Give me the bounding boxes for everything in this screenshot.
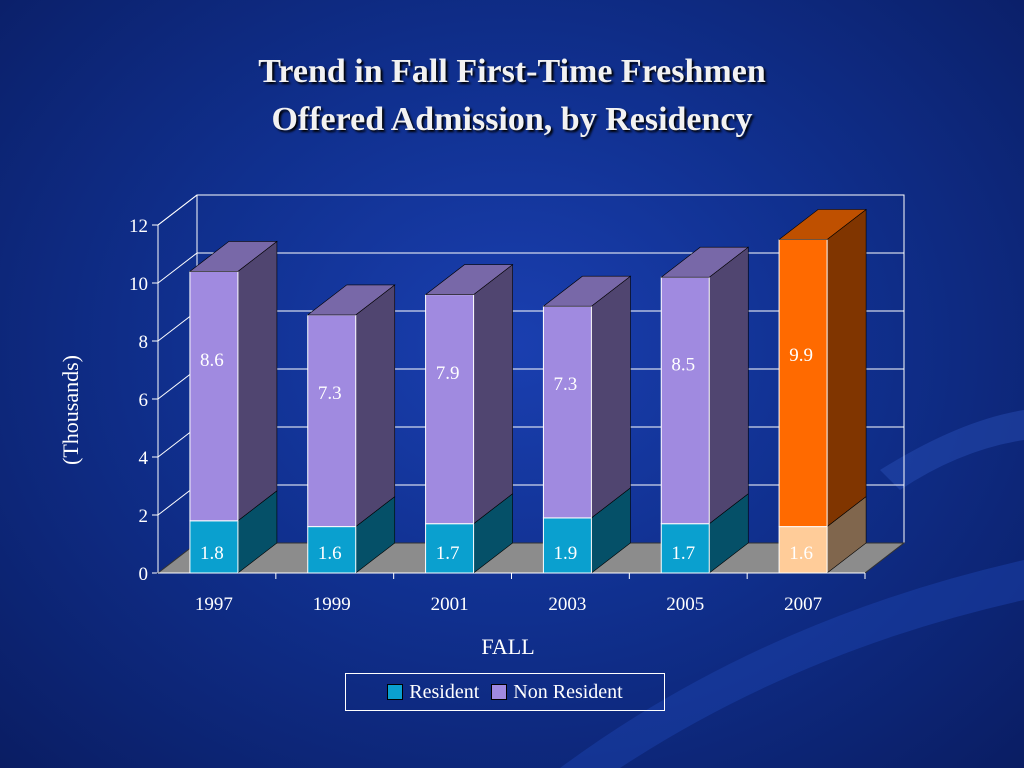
bar-top-1997	[189, 241, 278, 272]
bar-nonresident-2003	[542, 305, 592, 519]
data-label-nonresident-2003: 7.3	[554, 374, 578, 395]
data-label-nonresident-1997: 8.6	[200, 350, 224, 371]
data-label-resident-1999: 1.6	[318, 543, 342, 564]
y-tick-label: 12	[129, 216, 148, 237]
title-line-2: Offered Admission, by Residency	[271, 101, 753, 138]
legend-item-resident: Resident	[387, 681, 479, 704]
legend-label-nonresident: Non Resident	[513, 680, 623, 703]
y-axis-title: (Thousands)	[58, 355, 83, 465]
x-tick-label: 2003	[548, 594, 586, 615]
bar-nonresident-2005	[660, 276, 710, 525]
bar-resident-2005	[660, 523, 710, 574]
data-label-resident-1997: 1.8	[200, 543, 224, 564]
x-tick-label: 2007	[784, 594, 822, 615]
bar-top-2001	[424, 264, 514, 295]
legend-item-nonresident: Non Resident	[491, 680, 623, 704]
data-label-nonresident-2007: 9.9	[789, 345, 813, 366]
data-label-nonresident-2001: 7.9	[436, 363, 460, 384]
x-tick-label: 1997	[195, 594, 233, 615]
data-label-nonresident-2005: 8.5	[671, 354, 695, 375]
legend: Resident Non Resident	[345, 673, 665, 711]
legend-swatch-resident	[387, 684, 404, 700]
gridline-diagonal	[157, 252, 198, 284]
bar-side-nonresident-1997	[237, 240, 278, 522]
bar-top-2005	[660, 246, 750, 278]
bar-nonresident-2007	[778, 239, 828, 528]
y-tick-label: 2	[139, 506, 149, 527]
y-tick-label: 8	[139, 332, 149, 353]
y-tick-label: 4	[139, 448, 149, 469]
bar-resident-2003	[542, 517, 592, 574]
bar-resident-1997	[189, 520, 239, 574]
chart-title: Trend in Fall First-Time Freshmen Offere…	[0, 48, 1024, 144]
gridline-diagonal	[157, 194, 198, 226]
data-label-resident-2005: 1.7	[671, 543, 695, 564]
bar-top-2003	[542, 275, 632, 307]
y-tick-label: 10	[129, 274, 148, 295]
y-tick-label: 0	[139, 564, 149, 585]
bar-top-2007	[778, 209, 867, 240]
x-tick-label: 1999	[313, 594, 351, 615]
bar-nonresident-1997	[189, 270, 239, 522]
legend-label-resident: Resident	[409, 680, 480, 703]
bar-side-nonresident-2005	[708, 246, 749, 525]
bar-nonresident-1999	[307, 314, 357, 528]
x-tick-label: 2005	[666, 594, 704, 615]
bar-side-nonresident-1999	[355, 284, 396, 528]
y-tick-label: 6	[139, 390, 149, 411]
x-axis-title: FALL	[481, 634, 534, 659]
legend-swatch-nonresident	[491, 684, 508, 700]
bar-side-nonresident-2001	[473, 263, 513, 525]
title-line-1: Trend in Fall First-Time Freshmen	[258, 53, 766, 90]
bar-side-nonresident-2003	[591, 275, 631, 519]
bar-side-nonresident-2007	[826, 208, 867, 528]
data-label-resident-2007: 1.6	[789, 543, 813, 564]
data-label-resident-2003: 1.9	[554, 543, 578, 564]
data-label-resident-2001: 1.7	[436, 543, 460, 564]
x-tick-label: 2001	[431, 594, 469, 615]
bar-top-1999	[306, 284, 396, 316]
bar-nonresident-2001	[425, 294, 475, 525]
data-label-nonresident-1999: 7.3	[318, 383, 342, 404]
